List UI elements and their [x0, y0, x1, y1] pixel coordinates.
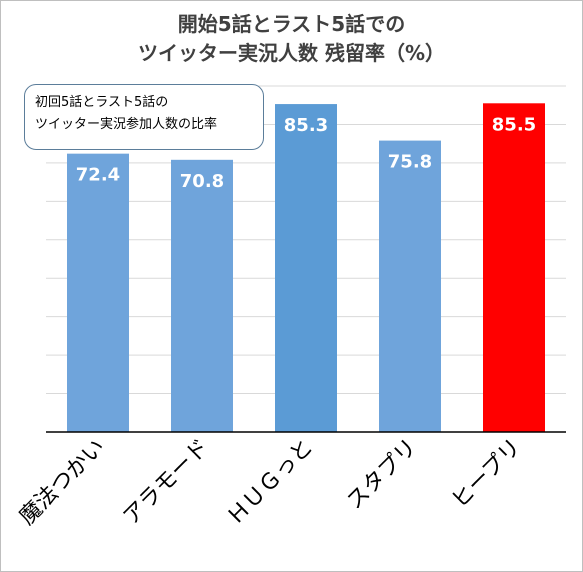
category-label-1: 魔法つかい: [15, 435, 110, 530]
bars: [67, 103, 545, 433]
category-label-5: ヒープリ: [447, 435, 526, 514]
annotation-line-2: ツイッター実況参加人数の比率: [35, 117, 218, 132]
value-label-3: 85.3: [284, 115, 328, 136]
annotation-line-1: 初回5話とラスト5話の: [35, 95, 169, 110]
category-label-4: スタプリ: [342, 435, 422, 515]
value-label-5: 85.5: [492, 114, 536, 135]
chart-title-line-2: ツイッター実況人数 残留率（%）: [137, 41, 445, 65]
chart-title: 開始5話とラスト5話での ツイッター実況人数 残留率（%）: [0, 10, 583, 68]
bar-1: [67, 153, 129, 432]
bar-4: [379, 140, 441, 432]
category-label-3: ＨＵＧっと: [223, 435, 318, 530]
category-label-2: アラモード: [119, 435, 214, 530]
value-labels: 72.4 70.8 85.3 75.8 85.5: [76, 114, 536, 192]
annotation-box: 初回5話とラスト5話の ツイッター実況参加人数の比率: [24, 84, 264, 150]
category-labels: 魔法つかい アラモード ＨＵＧっと スタプリ ヒープリ: [15, 435, 526, 530]
value-label-2: 70.8: [180, 171, 224, 192]
value-label-4: 75.8: [388, 152, 432, 173]
chart-title-line-1: 開始5話とラスト5話での: [177, 12, 406, 36]
bar-3: [275, 104, 337, 433]
bar-5: [483, 103, 545, 433]
bar-2: [171, 159, 233, 432]
value-label-1: 72.4: [76, 165, 120, 186]
